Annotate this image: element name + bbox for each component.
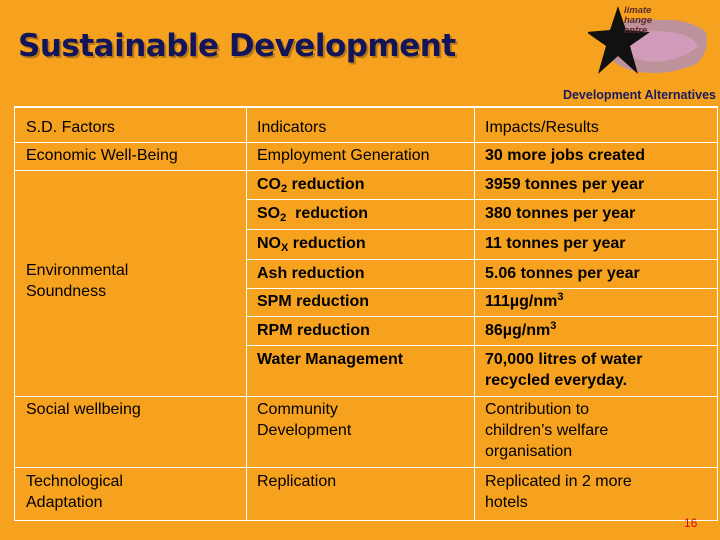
climate-change-centre-logo: limate hange entre (586, 2, 712, 82)
row-divider (14, 396, 718, 397)
page-title: Sustainable Development (18, 28, 456, 64)
impact-rpm: 86µg/nm3 (485, 320, 557, 340)
impact-nox: 11 tonnes per year (485, 235, 626, 252)
header-impacts: Impacts/Results (485, 119, 599, 136)
indicator-nox: NOX reduction (257, 235, 366, 254)
row-divider (246, 229, 718, 230)
impact-co2: 3959 tonnes per year (485, 176, 645, 193)
impact-spm: 111µg/nm3 (485, 291, 564, 311)
impact-ash: 5.06 tonnes per year (485, 265, 640, 282)
page-number: 16 (684, 516, 698, 530)
factor-technological: Technological Adaptation (26, 473, 123, 511)
header-divider (14, 106, 718, 108)
indicator-ash: Ash reduction (257, 265, 365, 282)
indicator-so2: SO2 reduction (257, 205, 369, 224)
indicator-replication: Replication (257, 473, 337, 490)
star-map-icon (586, 6, 707, 74)
row-divider (246, 345, 718, 346)
row-divider (246, 316, 718, 317)
impact-jobs: 30 more jobs created (485, 147, 646, 164)
factor-social: Social wellbeing (26, 401, 141, 418)
impact-replication: Replicated in 2 more hotels (485, 473, 632, 511)
column-divider (717, 107, 718, 521)
row-divider (246, 259, 718, 260)
indicator-rpm: RPM reduction (257, 322, 370, 339)
indicator-community: Community Development (257, 401, 352, 439)
header-sd-factors: S.D. Factors (26, 119, 115, 136)
organization-name: Development Alternatives (562, 88, 716, 102)
column-divider (246, 107, 247, 521)
impact-so2: 380 tonnes per year (485, 205, 636, 222)
indicator-employment: Employment Generation (257, 147, 430, 164)
row-divider (14, 170, 718, 171)
row-divider (14, 142, 718, 143)
column-divider (14, 107, 15, 521)
indicator-co2: CO2 reduction (257, 176, 365, 195)
indicator-water: Water Management (257, 351, 404, 368)
logo-text: limate hange entre (624, 5, 652, 36)
factor-economic: Economic Well-Being (26, 147, 178, 164)
factor-environmental: Environmental Soundness (26, 262, 129, 300)
header-indicators: Indicators (257, 119, 327, 136)
row-divider (14, 520, 718, 521)
row-divider (246, 288, 718, 289)
column-divider (474, 107, 475, 521)
row-divider (246, 199, 718, 200)
impact-social: Contribution to children’s welfare organ… (485, 401, 609, 460)
indicator-spm: SPM reduction (257, 293, 370, 310)
row-divider (14, 467, 718, 468)
impact-water: 70,000 litres of water recycled everyday… (485, 351, 643, 389)
